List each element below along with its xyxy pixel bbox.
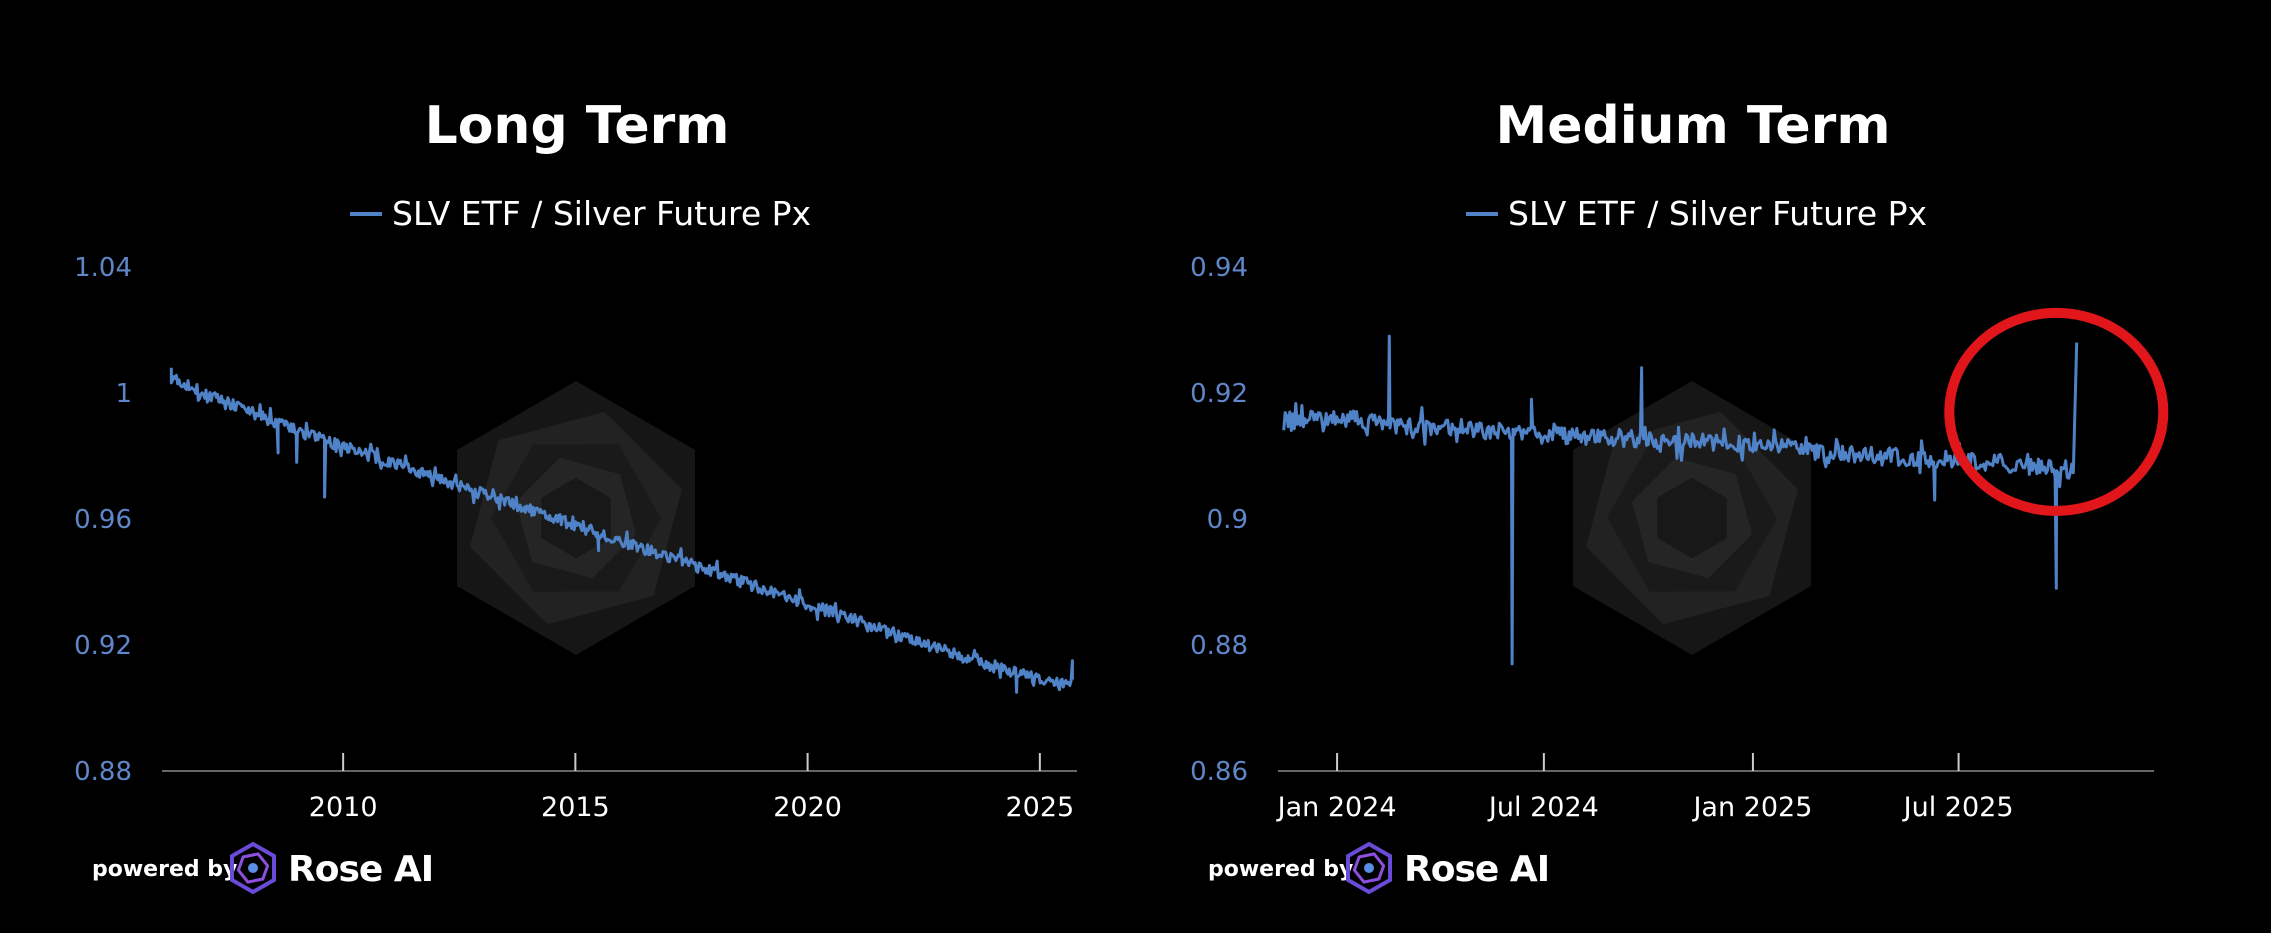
powered-by-label: powered by — [92, 857, 237, 882]
rose-logo-icon — [1346, 841, 1392, 895]
brand-name: Rose AI — [1404, 849, 1549, 890]
footer-brand: powered by Rose AI — [92, 841, 434, 895]
x-tick-label: Jul 2025 — [1902, 792, 2014, 823]
medium-term-chart: Medium Term SLV ETF / Silver Future Px 0… — [1190, 96, 2169, 895]
y-tick-label: 0.92 — [1190, 379, 1248, 409]
x-tick-label: Jul 2024 — [1487, 792, 1599, 823]
x-tick-label: 2010 — [309, 792, 378, 823]
y-tick-label: 0.88 — [74, 757, 132, 787]
y-tick-label: 1.04 — [74, 253, 132, 283]
highlight-circle — [1944, 307, 2169, 516]
long-term-chart: Long Term SLV ETF / Silver Future Px 0.8… — [74, 96, 1077, 895]
x-tick-label: Jan 2025 — [1691, 792, 1812, 823]
y-axis: 0.86 0.88 0.9 0.92 0.94 — [1190, 253, 1248, 787]
y-tick-label: 0.9 — [1207, 505, 1248, 535]
legend: SLV ETF / Silver Future Px — [350, 194, 811, 233]
x-axis: Jan 2024 Jul 2024 Jan 2025 Jul 2025 — [1276, 753, 2014, 823]
y-tick-label: 1 — [115, 379, 132, 409]
x-tick-label: 2025 — [1005, 792, 1074, 823]
footer-brand: powered by Rose AI — [1208, 841, 1550, 895]
y-tick-label: 0.96 — [74, 505, 132, 535]
y-tick-label: 0.88 — [1190, 631, 1248, 661]
rose-hexagon-watermark-icon — [1573, 381, 1811, 655]
y-axis: 0.88 0.92 0.96 1 1.04 — [74, 253, 132, 787]
x-axis: 2010 2015 2020 2025 — [309, 753, 1074, 823]
legend-label: SLV ETF / Silver Future Px — [392, 194, 811, 233]
series-line — [1282, 334, 2079, 666]
y-tick-label: 0.92 — [74, 631, 132, 661]
series-line — [169, 367, 1074, 694]
y-tick-label: 0.86 — [1190, 757, 1248, 787]
rose-logo-icon — [230, 841, 276, 895]
legend: SLV ETF / Silver Future Px — [1466, 194, 1927, 233]
rose-hexagon-watermark-icon — [457, 381, 695, 655]
legend-label: SLV ETF / Silver Future Px — [1508, 194, 1927, 233]
y-tick-label: 0.94 — [1190, 253, 1248, 283]
chart-title: Long Term — [425, 96, 730, 156]
chart-title: Medium Term — [1495, 96, 1890, 156]
x-tick-label: Jan 2024 — [1276, 792, 1397, 823]
x-tick-label: 2020 — [773, 792, 842, 823]
brand-name: Rose AI — [288, 849, 433, 890]
powered-by-label: powered by — [1208, 857, 1353, 882]
x-tick-label: 2015 — [541, 792, 610, 823]
